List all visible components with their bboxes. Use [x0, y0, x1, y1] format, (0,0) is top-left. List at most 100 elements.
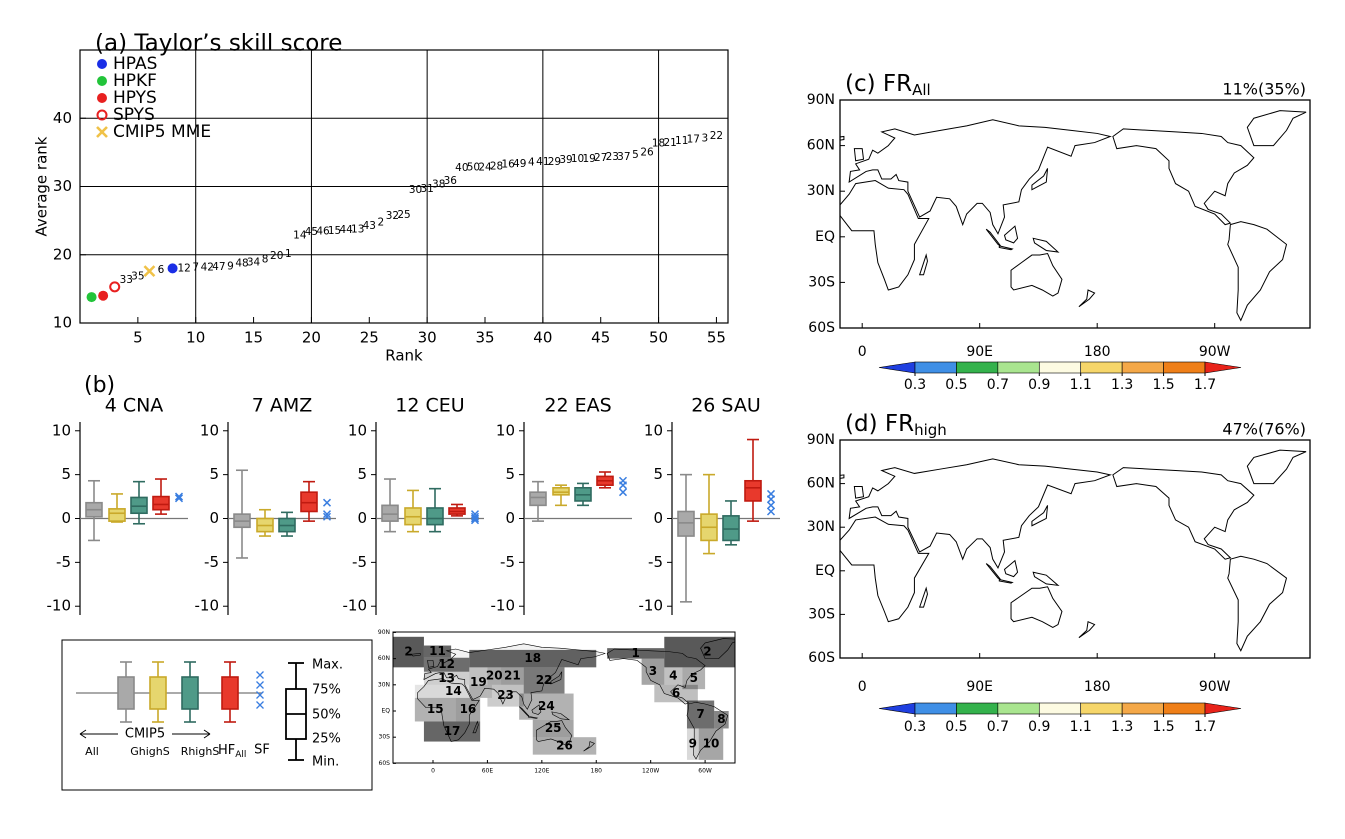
region: [455, 697, 481, 722]
lon-tick-label: 0: [858, 344, 867, 360]
y-tick-label: 40: [53, 109, 72, 127]
y-tick-label: 30: [53, 177, 72, 195]
box: [722, 515, 740, 542]
legend-swatch: [149, 676, 167, 710]
marker: [109, 281, 121, 293]
region-label: 4: [669, 669, 677, 683]
x-axis-label: Rank: [385, 347, 423, 365]
lon-tick-label: 120W: [642, 768, 659, 775]
rank-label: 49: [513, 158, 526, 170]
region: [641, 658, 665, 685]
legend-sf: [256, 681, 264, 689]
sf-marker: [174, 492, 184, 501]
colorbar-label: 0.5: [945, 377, 967, 393]
region-label: 8: [717, 712, 725, 726]
rank-label: 11: [675, 135, 688, 147]
x-tick-label: 30: [418, 329, 437, 347]
region: [393, 636, 424, 668]
region: [698, 728, 724, 760]
region-label: 20: [486, 669, 503, 683]
lat-tick-label: 30N: [807, 183, 835, 199]
legend-marker: [96, 126, 108, 138]
rank-label: 23: [606, 151, 619, 163]
region-label: 2: [404, 645, 412, 659]
lat-tick-label: 60N: [378, 655, 390, 662]
marker: [143, 265, 156, 278]
chart-title: (a) Taylor’s skill score: [95, 31, 342, 57]
lat-tick-label: 60S: [379, 760, 391, 767]
rank-label: 41: [536, 156, 549, 168]
sf-marker: [322, 498, 332, 507]
rank-label: 16: [501, 159, 515, 171]
region: [469, 667, 488, 698]
rank-label: 29: [548, 156, 561, 168]
box: [108, 508, 126, 522]
region: [686, 728, 699, 760]
legend-name: All: [85, 745, 99, 758]
legend-sf: [256, 671, 264, 679]
region: [523, 667, 565, 694]
region-label: 2: [703, 645, 711, 659]
colorbar-cell: [1038, 361, 1082, 374]
legend-box: [61, 639, 373, 791]
rank-label: 27: [594, 152, 607, 164]
legend-swatch: [117, 676, 135, 710]
y-tick-label: 0: [653, 509, 663, 527]
legend-stat: 25%: [312, 732, 341, 747]
y-tick-label: 10: [53, 314, 72, 332]
rank-label: 15: [328, 225, 341, 237]
y-tick-label: 10: [644, 421, 663, 439]
region-label: 19: [470, 675, 487, 689]
box: [677, 510, 695, 537]
lon-tick-label: 90W: [1199, 344, 1231, 360]
map-title: (c) FRAll: [845, 71, 931, 99]
rank-label: 6: [158, 264, 165, 276]
region-label: 11: [429, 644, 446, 658]
rank-label: 46: [316, 226, 330, 238]
y-tick-label: 0: [357, 509, 367, 527]
rank-label: 18: [652, 138, 665, 150]
legend-hf-name: HF: [218, 743, 235, 758]
sf-marker: [322, 512, 332, 521]
legend-sf: [256, 691, 264, 699]
panel-title: 12 CEU: [395, 395, 464, 417]
rank-label: 31: [420, 183, 433, 195]
y-tick-label: 10: [52, 421, 71, 439]
map-stat: 11%(35%): [1222, 80, 1306, 99]
x-tick-label: 5: [133, 329, 143, 347]
region-label: 23: [497, 688, 514, 702]
x-tick-label: 45: [591, 329, 610, 347]
lon-tick-label: 180: [1084, 344, 1111, 360]
box: [381, 504, 399, 522]
legend-stat: Max.: [312, 658, 343, 673]
rank-label: 1: [285, 248, 292, 260]
region-label: 21: [504, 669, 521, 683]
sf-marker: [470, 512, 480, 521]
region: [469, 649, 597, 668]
rank-label: 14: [293, 230, 307, 242]
sf-marker: [470, 514, 480, 523]
x-tick-label: 15: [244, 329, 263, 347]
colorbar-cell: [997, 361, 1040, 374]
region-label: 26: [556, 738, 573, 752]
box: [426, 507, 444, 526]
sf-marker: [618, 488, 628, 497]
lat-tick-label: 30S: [808, 274, 835, 290]
region-label: 6: [672, 686, 680, 700]
marker: [167, 263, 178, 274]
y-tick-label: -5: [648, 553, 663, 571]
rank-label: 38: [432, 178, 445, 190]
box: [744, 479, 762, 502]
region: [423, 721, 481, 742]
rank-label: 12: [177, 262, 190, 274]
lat-tick-label: EQ: [381, 708, 390, 715]
x-tick-label: 35: [475, 329, 494, 347]
sf-marker: [322, 510, 332, 519]
region: [664, 636, 735, 668]
legend-stat: 50%: [312, 708, 341, 723]
map: [840, 100, 1310, 328]
lon-tick-label: 0: [431, 768, 435, 775]
rank-label: 42: [201, 262, 214, 274]
